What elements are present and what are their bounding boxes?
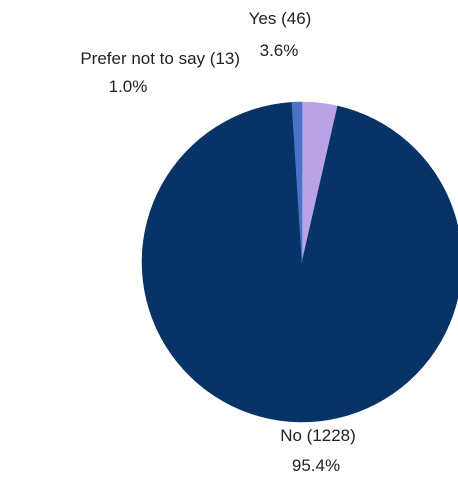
slice-label-prefer-percent: 1.0% xyxy=(109,77,148,96)
slice-label-no-percent: 95.4% xyxy=(292,456,340,475)
pie-slice-no xyxy=(141,102,458,423)
slice-label-no-name: No (1228) xyxy=(280,426,356,445)
pie-labels: Yes (46) 3.6% Prefer not to say (13) 1.0… xyxy=(80,9,355,475)
slice-label-yes-name: Yes (46) xyxy=(249,9,312,28)
pie-slices xyxy=(141,101,458,423)
slice-label-prefer-name: Prefer not to say (13) xyxy=(80,49,240,68)
pie-slice-prefer-not-to-say xyxy=(291,101,303,263)
slice-label-yes-percent: 3.6% xyxy=(260,41,299,60)
